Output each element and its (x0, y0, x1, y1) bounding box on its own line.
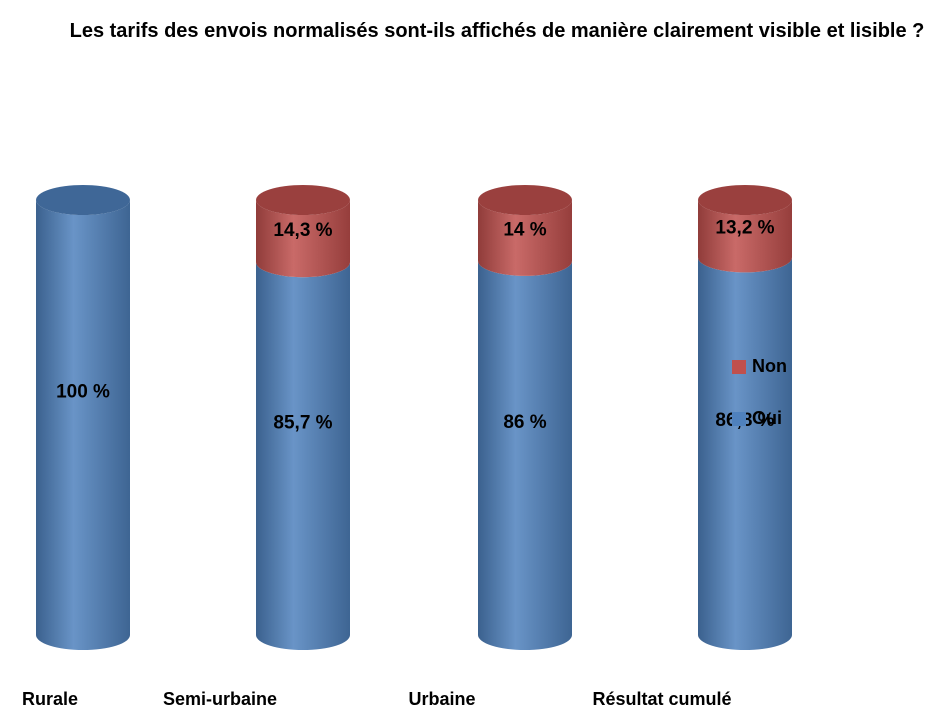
bar-segment (698, 200, 792, 273)
bar-top (698, 185, 792, 215)
legend-swatch (732, 412, 746, 426)
data-label: 13,2 % (715, 218, 774, 239)
bar-top (36, 185, 130, 215)
chart-title: Les tarifs des envois normalisés sont-il… (69, 20, 925, 42)
data-label: 85,7 % (273, 413, 332, 434)
bar-segment (256, 262, 350, 650)
data-label: 14,3 % (273, 220, 332, 241)
bar-segment (478, 200, 572, 276)
data-label: 14 % (503, 219, 546, 240)
bar-segment (698, 257, 792, 650)
x-tick-label: Rurale (22, 689, 78, 709)
bar-segment (478, 260, 572, 650)
data-label: 86 % (503, 412, 546, 433)
bar-top (478, 185, 572, 215)
x-tick-label: Urbaine (408, 689, 475, 709)
data-label: 100 % (56, 382, 110, 403)
legend-swatch (732, 360, 746, 374)
x-tick-label: Semi-urbaine (163, 689, 277, 709)
bar-segment (256, 200, 350, 278)
legend-label: Non (752, 356, 787, 376)
legend-label: Oui (752, 408, 782, 428)
bar-top (256, 185, 350, 215)
x-tick-label: Résultat cumulé (592, 689, 731, 709)
bar-segment (36, 200, 130, 650)
